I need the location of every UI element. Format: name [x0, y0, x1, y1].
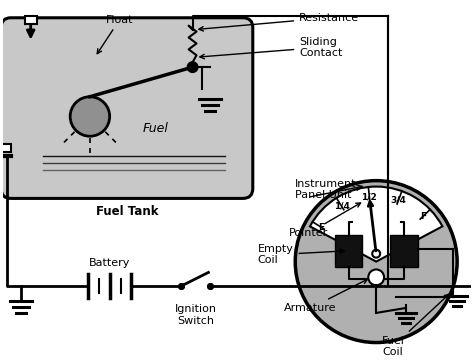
Text: 1/2: 1/2	[362, 192, 377, 201]
Bar	[25, 16, 36, 24]
FancyBboxPatch shape	[1, 18, 253, 198]
Circle shape	[70, 97, 109, 136]
Text: Instrument
Panel Unit: Instrument Panel Unit	[295, 179, 357, 200]
Text: Battery: Battery	[89, 258, 130, 269]
Text: 3/4: 3/4	[391, 196, 406, 205]
Text: Fuel: Fuel	[143, 122, 169, 135]
Polygon shape	[335, 235, 362, 266]
Polygon shape	[390, 235, 418, 266]
Text: Ignition
Switch: Ignition Switch	[174, 304, 217, 326]
Text: Sliding
Contact: Sliding Contact	[200, 37, 343, 59]
Text: Fuel
Coil: Fuel Coil	[382, 294, 449, 357]
Circle shape	[295, 181, 457, 342]
Text: Pointer: Pointer	[289, 203, 361, 238]
Text: F: F	[420, 212, 426, 221]
Text: Empty
Coil: Empty Coil	[258, 244, 344, 265]
Bar	[1, 144, 11, 152]
Text: 1/4: 1/4	[334, 202, 350, 211]
Text: Resistance: Resistance	[199, 13, 359, 31]
Text: Fuel Tank: Fuel Tank	[96, 205, 158, 218]
Circle shape	[188, 62, 198, 72]
Wedge shape	[310, 186, 442, 262]
Text: Armature: Armature	[284, 279, 367, 313]
Text: Float: Float	[97, 15, 133, 54]
Circle shape	[368, 269, 384, 285]
Text: E: E	[318, 223, 324, 232]
Circle shape	[372, 250, 380, 258]
